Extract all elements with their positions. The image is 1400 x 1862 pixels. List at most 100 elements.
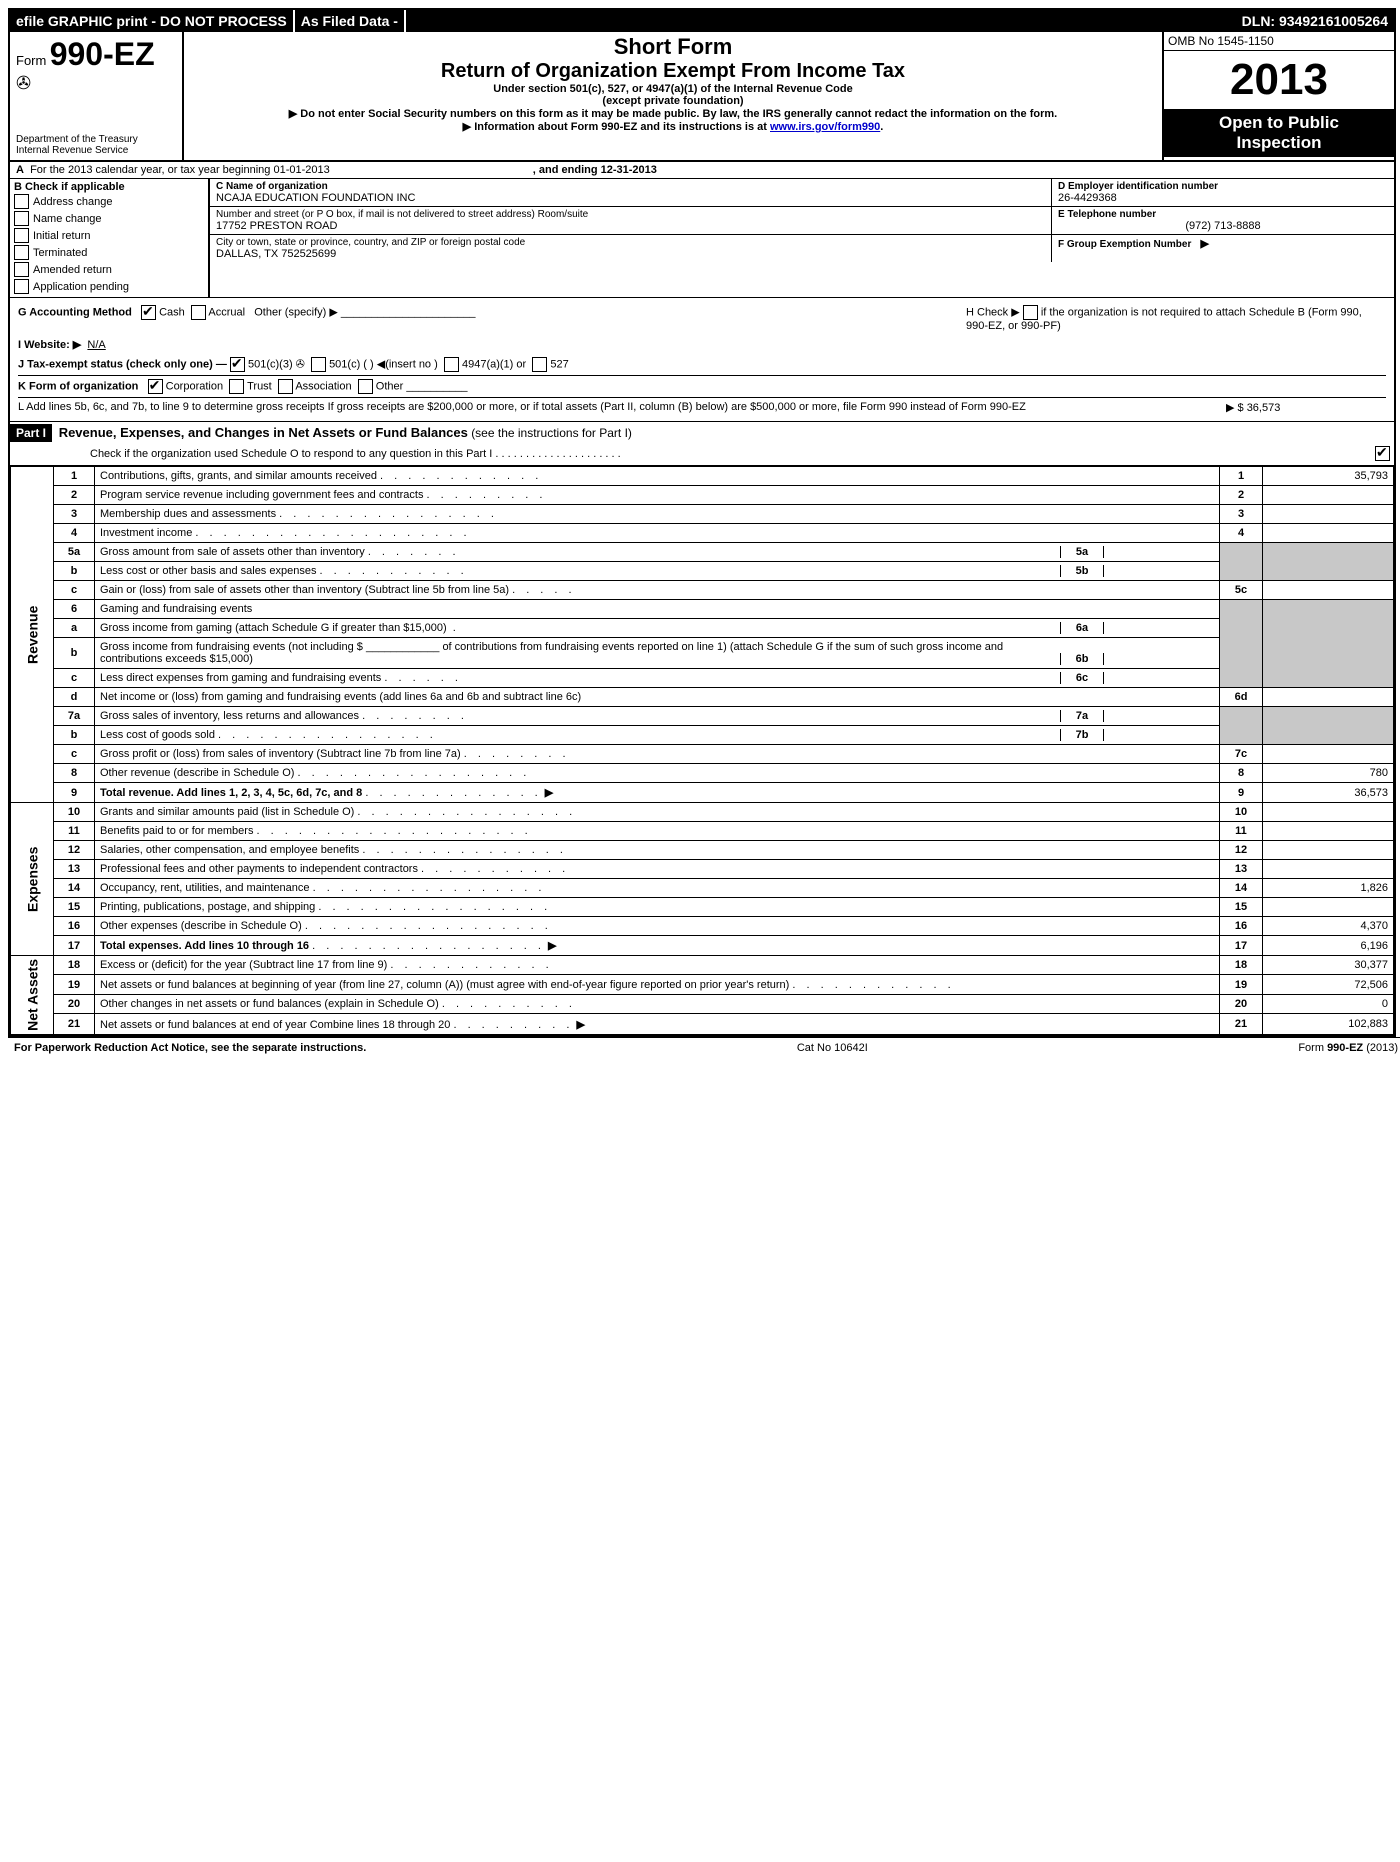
ein-block: D Employer identification number 26-4429… <box>1052 179 1394 206</box>
chk-schedule-o-part1[interactable] <box>1375 446 1390 461</box>
line-g: G Accounting Method Cash Accrual Other (… <box>18 305 476 332</box>
chk-address-change[interactable]: Address change <box>14 193 204 210</box>
line-6b: b Gross income from fundraising events (… <box>11 638 1394 669</box>
amt-21: 102,883 <box>1263 1014 1394 1035</box>
header-left: Form 990-EZ ✇ Department of the Treasury… <box>10 32 184 160</box>
form-note2: ▶ Information about Form 990-EZ and its … <box>192 120 1154 133</box>
short-form-label: Short Form <box>192 34 1154 60</box>
col-cd: C Name of organization NCAJA EDUCATION F… <box>210 179 1394 297</box>
footer-form-ref: Form 990-EZ (2013) <box>1298 1042 1398 1054</box>
line-15: 15 Printing, publications, postage, and … <box>11 898 1394 917</box>
line-18: Net Assets 18 Excess or (deficit) for th… <box>11 956 1394 975</box>
line-5c: c Gain or (loss) from sale of assets oth… <box>11 581 1394 600</box>
city-value: DALLAS, TX 752525699 <box>216 248 1045 260</box>
line-17: 17 Total expenses. Add lines 10 through … <box>11 936 1394 956</box>
line-6: 6 Gaming and fundraising events <box>11 600 1394 619</box>
chk-initial-return[interactable]: Initial return <box>14 227 204 244</box>
line-j: J Tax-exempt status (check only one) — 5… <box>18 354 1386 375</box>
amt-14: 1,826 <box>1263 879 1394 898</box>
part-i-check-line: Check if the organization used Schedule … <box>90 448 1375 460</box>
amt-1: 35,793 <box>1263 467 1394 486</box>
line-13: 13 Professional fees and other payments … <box>11 860 1394 879</box>
revenue-side-label: Revenue <box>11 467 54 803</box>
chk-4947[interactable] <box>444 357 459 372</box>
dept-treasury: Department of the Treasury <box>16 134 176 145</box>
line-3: 3 Membership dues and assessments . . . … <box>11 505 1394 524</box>
line-6d: d Net income or (loss) from gaming and f… <box>11 688 1394 707</box>
amt-8: 780 <box>1263 764 1394 783</box>
line-1: Revenue 1 Contributions, gifts, grants, … <box>11 467 1394 486</box>
line-14: 14 Occupancy, rent, utilities, and maint… <box>11 879 1394 898</box>
city-block: City or town, state or province, country… <box>210 235 1052 262</box>
form-number: 990-EZ <box>50 36 155 72</box>
chk-terminated[interactable]: Terminated <box>14 244 204 261</box>
irs-link[interactable]: www.irs.gov/form990 <box>770 121 880 133</box>
line-11: 11 Benefits paid to or for members . . .… <box>11 822 1394 841</box>
chk-corporation[interactable] <box>148 379 163 394</box>
footer-cat-no: Cat No 10642I <box>797 1042 868 1054</box>
footer-row: For Paperwork Reduction Act Notice, see … <box>8 1037 1400 1058</box>
line-6c: c Less direct expenses from gaming and f… <box>11 669 1394 688</box>
website-value: N/A <box>87 339 105 351</box>
dept-irs: Internal Revenue Service <box>16 145 176 156</box>
tax-year: 2013 <box>1164 51 1394 109</box>
ein-value: 26-4429368 <box>1058 192 1388 204</box>
line-5a: 5a Gross amount from sale of assets othe… <box>11 543 1394 562</box>
line-21: 21 Net assets or fund balances at end of… <box>11 1014 1394 1035</box>
street-block: Number and street (or P O box, if mail i… <box>210 207 1052 234</box>
line-8: 8 Other revenue (describe in Schedule O)… <box>11 764 1394 783</box>
amt-19: 72,506 <box>1263 975 1394 994</box>
chk-501c3[interactable] <box>230 357 245 372</box>
line-2: 2 Program service revenue including gove… <box>11 486 1394 505</box>
amt-9: 36,573 <box>1263 783 1394 803</box>
part-i-badge: Part I <box>10 424 52 442</box>
chk-association[interactable] <box>278 379 293 394</box>
line-20: 20 Other changes in net assets or fund b… <box>11 994 1394 1013</box>
expenses-side-label: Expenses <box>11 803 54 956</box>
chk-501c-other[interactable] <box>311 357 326 372</box>
line-12: 12 Salaries, other compensation, and emp… <box>11 841 1394 860</box>
line-19: 19 Net assets or fund balances at beginn… <box>11 975 1394 994</box>
line-7b: b Less cost of goods sold . . . . . . . … <box>11 726 1394 745</box>
chk-name-change[interactable]: Name change <box>14 210 204 227</box>
form-header: Form 990-EZ ✇ Department of the Treasury… <box>10 32 1394 162</box>
line-9: 9 Total revenue. Add lines 1, 2, 3, 4, 5… <box>11 783 1394 803</box>
open-public-badge: Open to Public Inspection <box>1164 109 1394 157</box>
top-bar-left: efile GRAPHIC print - DO NOT PROCESS <box>10 10 293 32</box>
chk-trust[interactable] <box>229 379 244 394</box>
tel-value: (972) 713-8888 <box>1058 220 1388 232</box>
netassets-side-label: Net Assets <box>11 956 54 1035</box>
top-bar: efile GRAPHIC print - DO NOT PROCESS As … <box>10 10 1394 32</box>
org-name-block: C Name of organization NCAJA EDUCATION F… <box>210 179 1052 206</box>
line-6a: a Gross income from gaming (attach Sched… <box>11 619 1394 638</box>
chk-schedule-b[interactable] <box>1023 305 1038 320</box>
part-i-header: Part I Revenue, Expenses, and Changes in… <box>10 422 1394 466</box>
line-7c: c Gross profit or (loss) from sales of i… <box>11 745 1394 764</box>
line-7a: 7a Gross sales of inventory, less return… <box>11 707 1394 726</box>
street-value: 17752 PRESTON ROAD <box>216 220 1045 232</box>
chk-accrual[interactable] <box>191 305 206 320</box>
lines-g-to-l: G Accounting Method Cash Accrual Other (… <box>10 298 1394 422</box>
amt-20: 0 <box>1263 994 1394 1013</box>
chk-application-pending[interactable]: Application pending <box>14 278 204 295</box>
top-bar-mid: As Filed Data - <box>293 10 406 32</box>
chk-527[interactable] <box>532 357 547 372</box>
line-4: 4 Investment income . . . . . . . . . . … <box>11 524 1394 543</box>
form-note1: ▶ Do not enter Social Security numbers o… <box>192 107 1154 120</box>
chk-other-org[interactable] <box>358 379 373 394</box>
header-right: OMB No 1545-1150 2013 Open to Public Ins… <box>1162 32 1394 160</box>
omb-number: OMB No 1545-1150 <box>1164 32 1394 51</box>
col-b-checkboxes: B Check if applicable Address change Nam… <box>10 179 210 297</box>
form-subtitle2: (except private foundation) <box>192 95 1154 107</box>
header-mid: Short Form Return of Organization Exempt… <box>184 32 1162 160</box>
line-5b: b Less cost or other basis and sales exp… <box>11 562 1394 581</box>
line-k: K Form of organization Corporation Trust… <box>18 375 1386 397</box>
form-subtitle1: Under section 501(c), 527, or 4947(a)(1)… <box>192 83 1154 95</box>
chk-cash[interactable] <box>141 305 156 320</box>
amt-17: 6,196 <box>1263 936 1394 956</box>
top-bar-dln: DLN: 93492161005264 <box>1236 10 1394 32</box>
chk-amended-return[interactable]: Amended return <box>14 261 204 278</box>
amt-18: 30,377 <box>1263 956 1394 975</box>
footer-left: For Paperwork Reduction Act Notice, see … <box>14 1042 366 1054</box>
line-l: L Add lines 5b, 6c, and 7b, to line 9 to… <box>18 397 1386 417</box>
